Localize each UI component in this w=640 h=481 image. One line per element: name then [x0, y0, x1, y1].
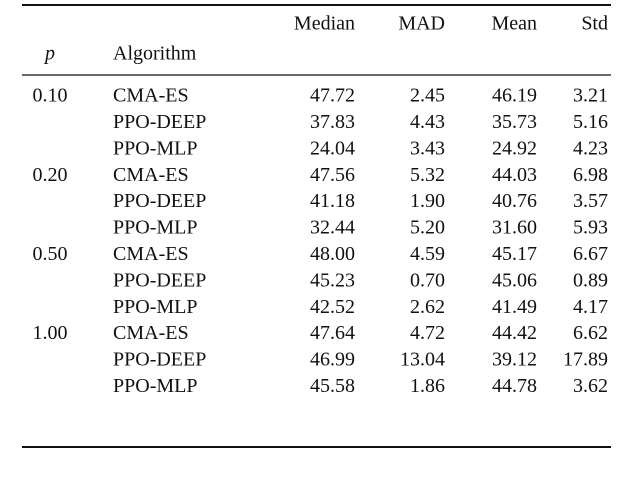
algorithm: CMA-ES	[113, 85, 189, 107]
cell: 47.72	[310, 85, 355, 107]
column-header: Median	[294, 13, 355, 35]
cell: 4.17	[573, 296, 608, 318]
algorithm: PPO-MLP	[113, 137, 197, 159]
cell: 0.70	[410, 269, 445, 291]
p-value: 0.20	[33, 164, 68, 186]
cell: 13.04	[400, 349, 445, 371]
algorithm: CMA-ES	[113, 243, 189, 265]
cell: 4.59	[410, 243, 445, 265]
algorithm: PPO-DEEP	[113, 349, 206, 371]
cell: 5.16	[573, 111, 608, 133]
cell: 24.92	[492, 137, 537, 159]
cell: 47.64	[310, 322, 355, 344]
cell: 4.23	[573, 137, 608, 159]
algorithm: PPO-DEEP	[113, 269, 206, 291]
cell: 46.99	[310, 349, 355, 371]
p-value: 0.10	[33, 85, 68, 107]
cell: 5.32	[410, 164, 445, 186]
cell: 48.00	[310, 243, 355, 265]
cell: 6.98	[573, 164, 608, 186]
cell: 32.44	[310, 217, 355, 239]
column-header: MAD	[398, 13, 445, 35]
p-value: 1.00	[33, 322, 68, 344]
column-header: Std	[581, 13, 608, 35]
cell: 42.52	[310, 296, 355, 318]
cell: 41.49	[492, 296, 537, 318]
cell: 4.72	[410, 322, 445, 344]
cell: 4.43	[410, 111, 445, 133]
cell: 35.73	[492, 111, 537, 133]
column-header: Algorithm	[113, 43, 197, 65]
cell: 6.67	[573, 243, 608, 265]
column-header: p	[43, 43, 55, 65]
algorithm: PPO-MLP	[113, 217, 197, 239]
cell: 1.86	[410, 375, 445, 397]
column-header: Mean	[491, 13, 537, 35]
algorithm: PPO-DEEP	[113, 111, 206, 133]
algorithm: CMA-ES	[113, 322, 189, 344]
cell: 37.83	[310, 111, 355, 133]
cell: 3.57	[573, 190, 608, 212]
cell: 39.12	[492, 349, 537, 371]
cell: 3.43	[410, 137, 445, 159]
cell: 24.04	[310, 137, 355, 159]
algorithm: CMA-ES	[113, 164, 189, 186]
algorithm: PPO-MLP	[113, 296, 197, 318]
cell: 45.17	[492, 243, 537, 265]
cell: 31.60	[492, 217, 537, 239]
cell: 3.21	[573, 85, 608, 107]
cell: 6.62	[573, 322, 608, 344]
cell: 44.78	[492, 375, 537, 397]
cell: 44.42	[492, 322, 537, 344]
algorithm: PPO-DEEP	[113, 190, 206, 212]
cell: 40.76	[492, 190, 537, 212]
cell: 44.03	[492, 164, 537, 186]
cell: 1.90	[410, 190, 445, 212]
p-value: 0.50	[33, 243, 68, 265]
cell: 3.62	[573, 375, 608, 397]
cell: 2.62	[410, 296, 445, 318]
cell: 47.56	[310, 164, 355, 186]
cell: 2.45	[410, 85, 445, 107]
cell: 41.18	[310, 190, 355, 212]
cell: 46.19	[492, 85, 537, 107]
cell: 17.89	[563, 349, 608, 371]
cell: 5.20	[410, 217, 445, 239]
cell: 0.89	[573, 269, 608, 291]
cell: 45.58	[310, 375, 355, 397]
cell: 45.23	[310, 269, 355, 291]
cell: 45.06	[492, 269, 537, 291]
algorithm: PPO-MLP	[113, 375, 197, 397]
cell: 5.93	[573, 217, 608, 239]
